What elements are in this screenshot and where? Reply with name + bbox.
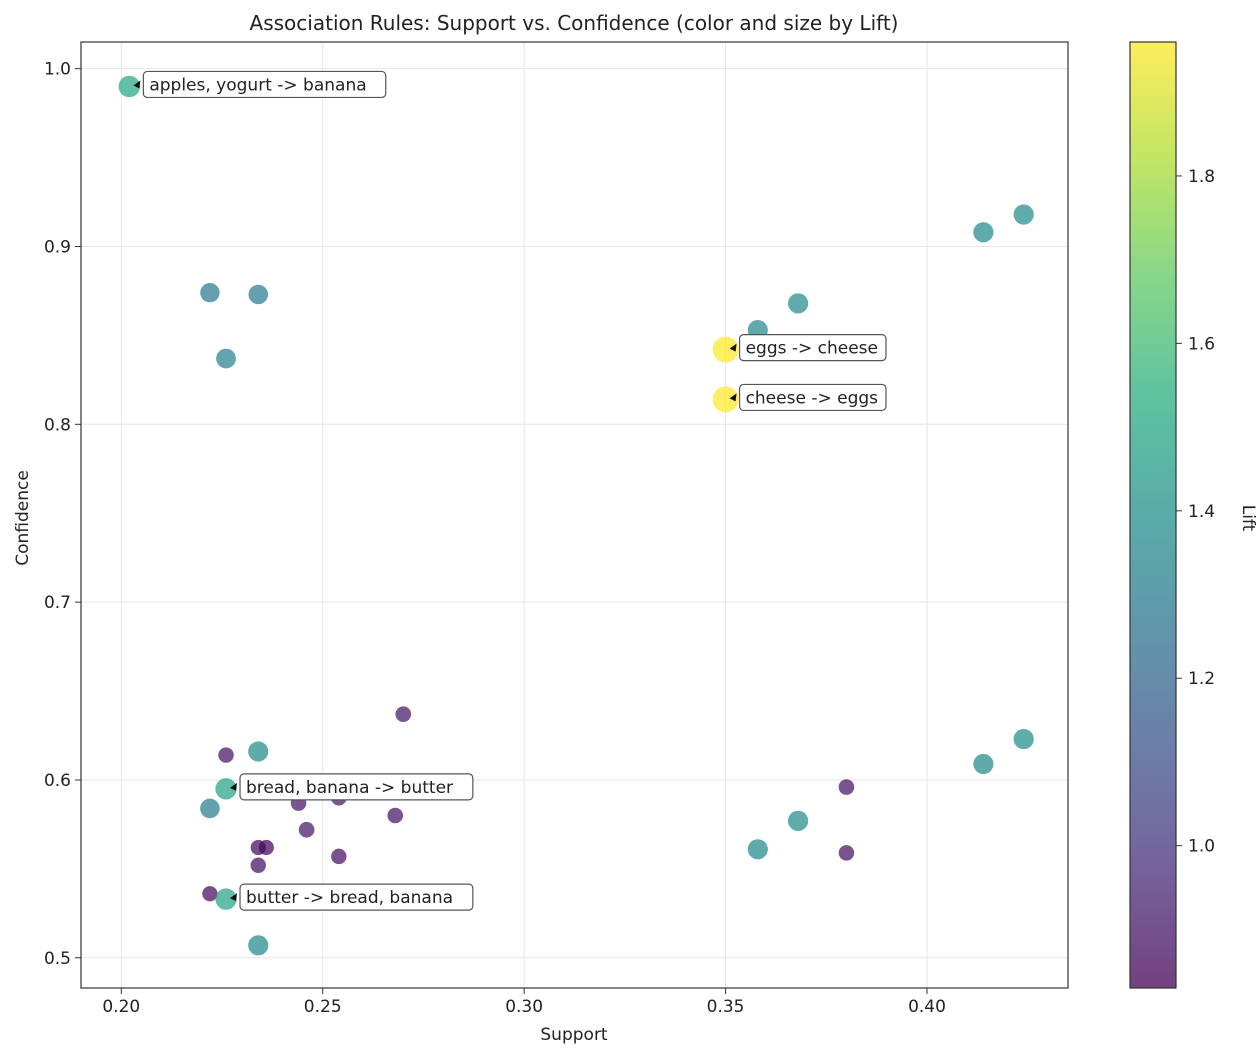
data-point [248,284,269,305]
data-point [787,293,809,314]
annotation-arrow [729,393,737,402]
annotation-label: bread, banana -> butter [246,778,453,798]
colorbar: 1.0 1.2 1.4 1.6 1.8 Lift [1129,41,1258,989]
annotation: apples, yogurt -> banana [133,70,387,99]
annotation: cheese -> eggs [729,383,887,412]
x-tick-label: 0.30 [505,997,543,1017]
annotation-label: cheese -> eggs [746,388,879,408]
data-point [838,779,855,795]
data-point [216,348,236,369]
y-tick-label: 0.9 [44,237,71,257]
annotation: eggs -> cheese [729,334,887,362]
data-point [200,283,220,303]
data-point [258,839,274,856]
annotation-box [738,383,887,412]
colorbar-ticks: 1.0 1.2 1.4 1.6 1.8 [1176,167,1215,857]
y-axis: 0.5 0.6 0.7 0.8 0.9 1.0 [44,60,81,969]
data-point [1013,728,1034,750]
data-point [712,386,739,413]
annotation-label: butter -> bread, banana [246,888,453,908]
data-point [387,807,404,824]
y-tick-label: 1.0 [44,60,71,80]
annotation-arrow [230,893,238,902]
data-point [215,778,237,800]
data-point [248,935,269,956]
x-tick-label: 0.25 [304,997,342,1017]
annotation-arrow [230,782,238,791]
y-tick-label: 0.6 [44,771,71,791]
annotation-arrow [133,80,141,89]
data-point [973,753,994,775]
x-tick-label: 0.40 [908,997,946,1017]
data-point [712,336,739,363]
grid [81,42,1068,988]
data-point [298,821,315,838]
annotation-box [738,334,887,362]
data-point [200,798,220,819]
data-point [1013,204,1034,225]
annotation-label: apples, yogurt -> banana [149,75,366,95]
y-axis-label: Confidence [13,470,33,566]
data-point [787,810,809,831]
data-point [838,845,855,861]
data-point [250,857,267,874]
annotation-box [239,773,474,801]
annotation-label: eggs -> cheese [746,339,878,359]
data-point [248,741,269,762]
annotation: butter -> bread, banana [230,883,474,911]
x-axis: 0.20 0.25 0.30 0.35 0.40 [102,988,946,1017]
annotation-box [142,70,387,99]
data-point [215,888,237,910]
data-point [218,747,234,763]
data-point [331,848,347,865]
colorbar-label: Lift [1238,505,1258,532]
plot-frame [80,41,1069,989]
data-point [395,706,412,722]
x-tick-label: 0.20 [102,997,140,1017]
colorbar-gradient [1130,42,1176,988]
annotation: bread, banana -> butter [230,773,474,801]
colorbar-tick-label: 1.8 [1188,167,1215,187]
data-point [118,75,141,98]
x-tick-label: 0.35 [707,997,745,1017]
data-points [118,75,1034,956]
annotation-arrow [729,343,737,352]
colorbar-tick-label: 1.0 [1188,837,1215,857]
chart-title: Association Rules: Support vs. Confidenc… [250,11,899,35]
colorbar-tick-label: 1.6 [1188,334,1215,354]
annotation-box [239,883,474,911]
y-tick-label: 0.8 [44,415,71,435]
y-tick-label: 0.7 [44,593,71,613]
data-point [973,222,994,243]
colorbar-frame [1129,41,1177,989]
y-tick-label: 0.5 [44,949,71,969]
colorbar-tick-label: 1.2 [1188,669,1215,689]
x-axis-label: Support [540,1025,608,1045]
colorbar-tick-label: 1.4 [1188,502,1215,522]
data-point [202,886,218,902]
data-point [747,839,768,860]
annotations: apples, yogurt -> banana eggs -> cheese ch… [133,70,887,911]
